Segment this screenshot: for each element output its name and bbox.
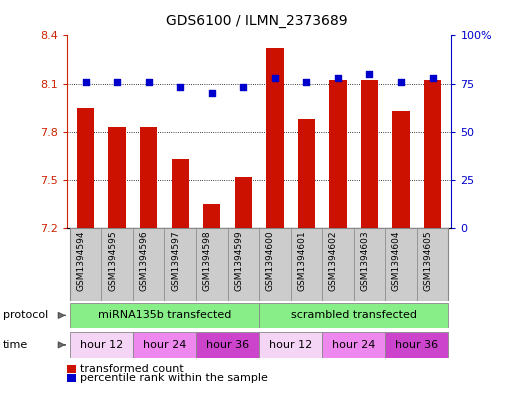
Bar xyxy=(133,228,165,301)
Point xyxy=(302,79,310,85)
Bar xyxy=(196,332,259,358)
Text: hour 24: hour 24 xyxy=(332,340,376,350)
Text: GSM1394605: GSM1394605 xyxy=(424,230,432,291)
Text: GSM1394603: GSM1394603 xyxy=(361,230,369,291)
Point xyxy=(145,79,153,85)
Point xyxy=(428,75,437,81)
Point xyxy=(397,79,405,85)
Bar xyxy=(322,332,385,358)
Text: GSM1394597: GSM1394597 xyxy=(171,230,180,291)
Text: miRNA135b transfected: miRNA135b transfected xyxy=(98,310,231,320)
Bar xyxy=(290,228,322,301)
Bar xyxy=(298,119,315,228)
Bar xyxy=(133,332,196,358)
Bar xyxy=(77,108,94,228)
Bar xyxy=(234,176,252,228)
Bar xyxy=(108,127,126,228)
Bar xyxy=(203,204,221,228)
Text: GSM1394602: GSM1394602 xyxy=(329,230,338,290)
Text: time: time xyxy=(3,340,28,350)
Text: protocol: protocol xyxy=(3,310,48,320)
Bar xyxy=(259,303,448,328)
Bar xyxy=(322,228,353,301)
Text: scrambled transfected: scrambled transfected xyxy=(291,310,417,320)
Point xyxy=(239,84,247,90)
Bar xyxy=(228,228,259,301)
Bar xyxy=(424,80,441,228)
Bar xyxy=(140,127,157,228)
Text: percentile rank within the sample: percentile rank within the sample xyxy=(80,373,267,383)
Point xyxy=(176,84,184,90)
Text: hour 24: hour 24 xyxy=(143,340,186,350)
Text: GSM1394601: GSM1394601 xyxy=(298,230,306,291)
Bar xyxy=(385,332,448,358)
Point xyxy=(271,75,279,81)
Text: GSM1394596: GSM1394596 xyxy=(140,230,149,291)
Point xyxy=(365,71,373,77)
Bar xyxy=(392,111,410,228)
Bar xyxy=(165,228,196,301)
Bar xyxy=(417,228,448,301)
Text: hour 12: hour 12 xyxy=(80,340,123,350)
Text: GSM1394604: GSM1394604 xyxy=(392,230,401,290)
Text: transformed count: transformed count xyxy=(80,364,183,374)
Point xyxy=(334,75,342,81)
Bar xyxy=(70,332,133,358)
Bar xyxy=(259,228,290,301)
Bar xyxy=(266,48,284,228)
Text: hour 12: hour 12 xyxy=(269,340,312,350)
Text: hour 36: hour 36 xyxy=(206,340,249,350)
Text: GSM1394598: GSM1394598 xyxy=(203,230,212,291)
Point xyxy=(113,79,121,85)
Text: GSM1394599: GSM1394599 xyxy=(234,230,243,291)
Text: GSM1394594: GSM1394594 xyxy=(76,230,86,290)
Bar xyxy=(70,228,102,301)
Text: GSM1394600: GSM1394600 xyxy=(266,230,275,291)
Text: GSM1394595: GSM1394595 xyxy=(108,230,117,291)
Text: hour 36: hour 36 xyxy=(395,340,438,350)
Bar xyxy=(353,228,385,301)
Bar xyxy=(259,332,322,358)
Bar xyxy=(385,228,417,301)
Bar xyxy=(171,159,189,228)
Point xyxy=(208,90,216,96)
Point xyxy=(82,79,90,85)
Bar xyxy=(196,228,228,301)
Bar xyxy=(102,228,133,301)
Bar xyxy=(361,80,378,228)
Text: GDS6100 / ILMN_2373689: GDS6100 / ILMN_2373689 xyxy=(166,14,347,28)
Bar xyxy=(70,303,259,328)
Bar xyxy=(329,80,347,228)
